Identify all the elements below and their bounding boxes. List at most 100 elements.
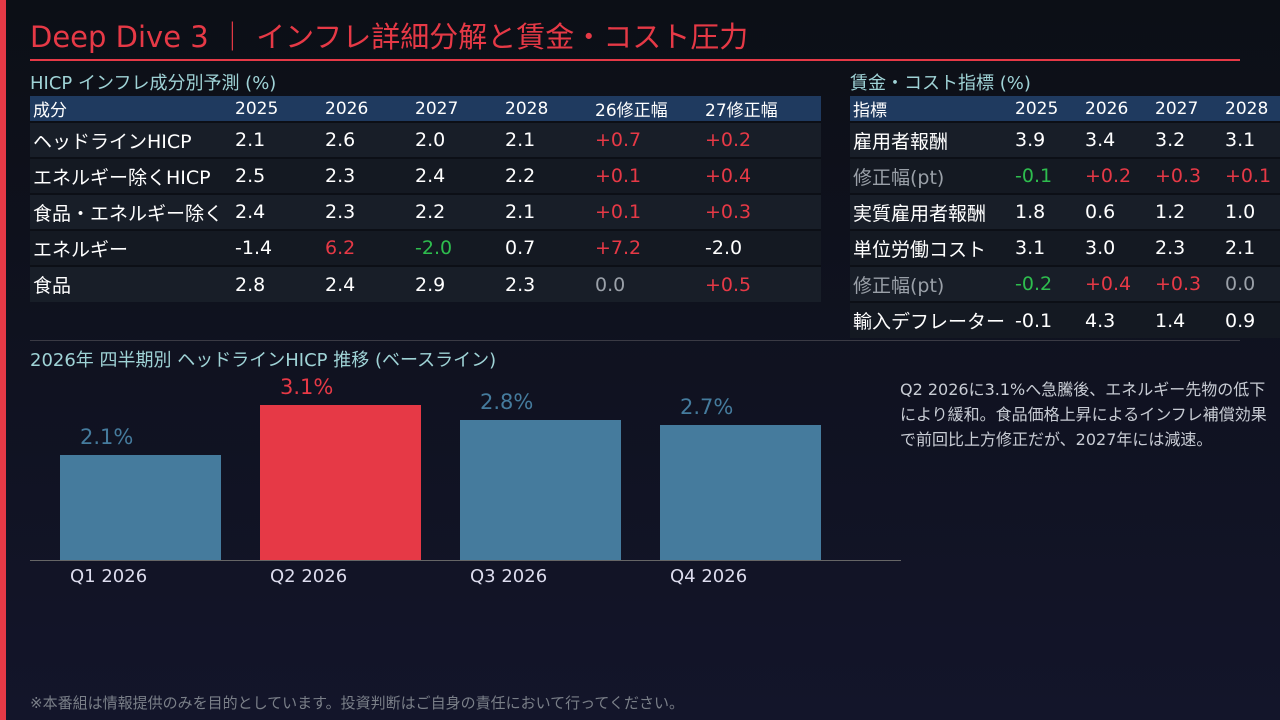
table-cell: 3.0 <box>1082 229 1152 266</box>
table-cell: +0.3 <box>1152 265 1222 302</box>
table-cell: 2.2 <box>502 157 592 194</box>
value-label: 3.1% <box>280 375 334 399</box>
column-header: 2025 <box>1012 96 1082 122</box>
accent-stripe <box>0 0 6 720</box>
column-header: 2028 <box>502 96 592 122</box>
table-cell: 修正幅(pt) <box>850 157 1012 194</box>
table-cell: +0.7 <box>592 121 702 158</box>
table-cell: 2.4 <box>232 193 322 230</box>
hicp-table: 成分 2025 2026 2027 2028 26修正幅 27修正幅 ヘッドラインHICP 2.… <box>30 96 821 302</box>
table-cell: 2.3 <box>502 265 592 302</box>
table-cell: 1.0 <box>1222 193 1280 230</box>
table-cell: 0.0 <box>592 265 702 302</box>
table-cell: 食品 <box>30 265 232 302</box>
table-cell: 2.1 <box>232 121 322 158</box>
table-cell: 2.3 <box>322 157 412 194</box>
table-cell: 食品・エネルギー除く <box>30 193 232 230</box>
table-row: 修正幅(pt) -0.1 +0.2 +0.3 +0.1 <box>850 157 1280 194</box>
table-cell: 修正幅(pt) <box>850 265 1012 302</box>
table-cell: 6.2 <box>322 229 412 266</box>
x-tick-label: Q3 2026 <box>470 566 548 587</box>
table-cell: 4.3 <box>1082 301 1152 338</box>
table-cell: -0.1 <box>1012 301 1082 338</box>
table-cell: 2.1 <box>502 193 592 230</box>
table-cell: -2.0 <box>702 229 821 266</box>
wage-table: 指標 2025 2026 2027 2028 雇用者報酬 3.9 3.4 3.2 3.1 修正幅(p… <box>850 96 1280 338</box>
table-row: ヘッドラインHICP 2.1 2.6 2.0 2.1 +0.7 +0.2 <box>30 121 821 158</box>
table-cell: -0.2 <box>1012 265 1082 302</box>
table-cell: 3.1 <box>1222 121 1280 158</box>
x-tick-label: Q4 2026 <box>670 566 748 587</box>
value-label: 2.7% <box>680 395 734 419</box>
column-header: 成分 <box>30 96 232 122</box>
table-cell: +0.1 <box>1222 157 1280 194</box>
section-divider <box>30 340 1240 341</box>
table-cell: 2.9 <box>412 265 502 302</box>
table-row: エネルギー -1.4 6.2 -2.0 0.7 +7.2 -2.0 <box>30 229 821 266</box>
column-header: 2026 <box>1082 96 1152 122</box>
bar <box>60 455 221 560</box>
header-row: 指標 2025 2026 2027 2028 <box>850 96 1280 122</box>
table-row: 食品 2.8 2.4 2.9 2.3 0.0 +0.5 <box>30 265 821 302</box>
table-cell: +0.2 <box>702 121 821 158</box>
chart-title: 2026年 四半期別 ヘッドラインHICP 推移 (ベースライン) <box>30 350 497 371</box>
table-cell: 2.2 <box>412 193 502 230</box>
table-cell: -1.4 <box>232 229 322 266</box>
disclaimer: ※本番組は情報提供のみを目的としています。投資判断はご自身の責任において行ってく… <box>30 694 684 712</box>
table-row: 修正幅(pt) -0.2 +0.4 +0.3 0.0 <box>850 265 1280 302</box>
table-cell: +0.1 <box>592 193 702 230</box>
table-cell: 2.3 <box>322 193 412 230</box>
table-cell: 0.6 <box>1082 193 1152 230</box>
table-cell: 2.0 <box>412 121 502 158</box>
table-cell: 雇用者報酬 <box>850 121 1012 158</box>
column-header: 2027 <box>412 96 502 122</box>
column-header: 2028 <box>1222 96 1280 122</box>
table-cell: 0.9 <box>1222 301 1280 338</box>
table-cell: 3.9 <box>1012 121 1082 158</box>
table-cell: +0.3 <box>702 193 821 230</box>
table-cell: エネルギー除くHICP <box>30 157 232 194</box>
table-cell: 2.1 <box>1222 229 1280 266</box>
value-label: 2.8% <box>480 390 534 414</box>
table-cell: 2.4 <box>412 157 502 194</box>
table-row: 雇用者報酬 3.9 3.4 3.2 3.1 <box>850 121 1280 158</box>
commentary-text: Q2 2026に3.1%へ急騰後、エネルギー先物の低下により緩和。食品価格上昇に… <box>900 380 1267 449</box>
column-header: 2025 <box>232 96 322 122</box>
column-header: 2027 <box>1152 96 1222 122</box>
table-cell: -0.1 <box>1012 157 1082 194</box>
column-header: 26修正幅 <box>592 96 702 122</box>
table-cell: 0.0 <box>1222 265 1280 302</box>
table-cell: 輸入デフレーター <box>850 301 1012 338</box>
column-header: 2026 <box>322 96 412 122</box>
table-cell: 3.2 <box>1152 121 1222 158</box>
table-cell: +0.5 <box>702 265 821 302</box>
table-cell: 3.4 <box>1082 121 1152 158</box>
header-row: 成分 2025 2026 2027 2028 26修正幅 27修正幅 <box>30 96 821 122</box>
table-cell: +0.1 <box>592 157 702 194</box>
table-cell: +0.3 <box>1152 157 1222 194</box>
table-cell: エネルギー <box>30 229 232 266</box>
table-cell: 単位労働コスト <box>850 229 1012 266</box>
bar <box>460 420 621 560</box>
x-tick-label: Q2 2026 <box>270 566 348 587</box>
bar <box>260 405 421 560</box>
table-cell: +0.4 <box>702 157 821 194</box>
table-cell: 0.7 <box>502 229 592 266</box>
table-row: 実質雇用者報酬 1.8 0.6 1.2 1.0 <box>850 193 1280 230</box>
table-cell: ヘッドラインHICP <box>30 121 232 158</box>
value-label: 2.1% <box>80 425 134 449</box>
table-cell: 2.1 <box>502 121 592 158</box>
table-cell: 2.8 <box>232 265 322 302</box>
page-title: Deep Dive 3 ｜ インフレ詳細分解と賃金・コスト圧力 <box>30 20 749 54</box>
column-header: 指標 <box>850 96 1012 122</box>
table-cell: 3.1 <box>1012 229 1082 266</box>
table-cell: 実質雇用者報酬 <box>850 193 1012 230</box>
table-row: 食品・エネルギー除く 2.4 2.3 2.2 2.1 +0.1 +0.3 <box>30 193 821 230</box>
table-cell: 2.5 <box>232 157 322 194</box>
table-cell: 2.3 <box>1152 229 1222 266</box>
x-tick-label: Q1 2026 <box>70 566 148 587</box>
hicp-table-title: HICP インフレ成分別予測 (%) <box>30 73 277 94</box>
table-cell: 2.6 <box>322 121 412 158</box>
x-axis <box>30 560 901 561</box>
column-header: 27修正幅 <box>702 96 821 122</box>
